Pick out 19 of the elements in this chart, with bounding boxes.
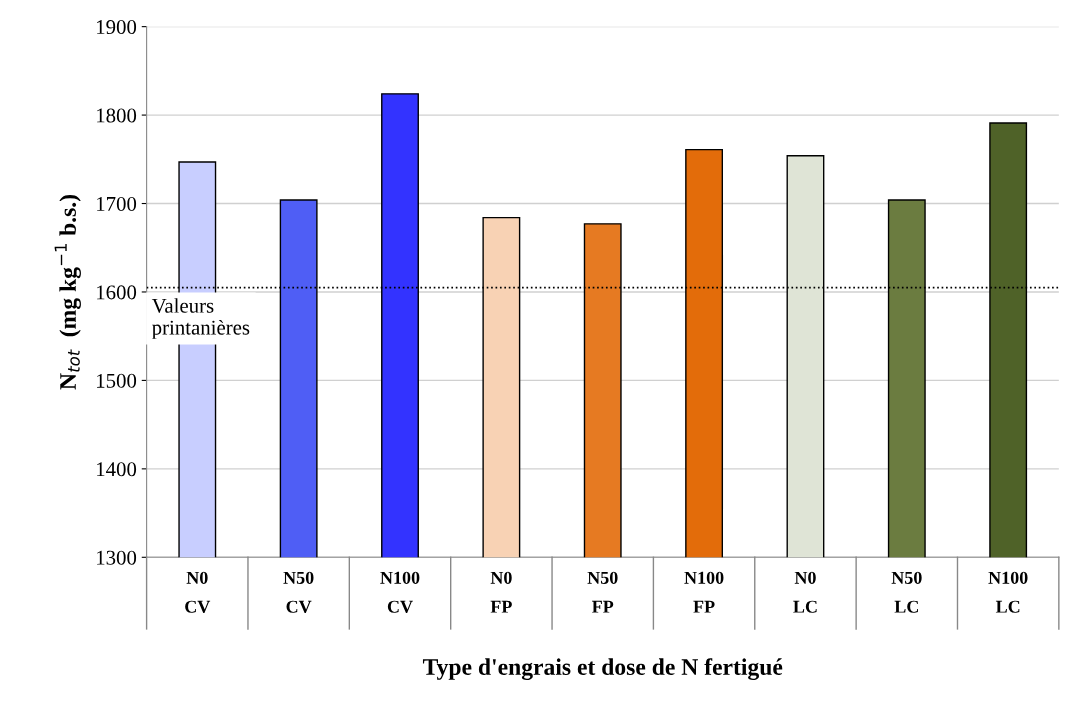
x-tick-label: N50 FP (587, 571, 618, 613)
x-tick-label: N100 FP (684, 571, 724, 613)
y-axis-title: N$_{tot}$ (mg kg$^{−1}$ b.s.) (54, 195, 81, 390)
x-axis-title: Type d'engrais et dose de N fertigué (422, 658, 783, 680)
x-tick-label: N0 LC (793, 571, 817, 613)
y-tick-label: 1500 (97, 373, 137, 388)
x-tick-label: N0 CV (185, 571, 211, 613)
x-tick-label: N0 FP (490, 571, 512, 613)
y-tick-label: 1600 (97, 285, 137, 300)
y-tick-label: 1300 (97, 550, 137, 565)
y-tick-label: 1800 (97, 108, 137, 123)
y-tick-label: 1400 (97, 462, 137, 477)
x-tick-label: N50 LC (891, 571, 922, 613)
x-tick-label: N100 LC (988, 571, 1028, 613)
x-tick-label: N100 CV (380, 571, 420, 613)
x-tick-label: N50 CV (283, 571, 314, 613)
y-tick-label: 1700 (97, 196, 137, 211)
y-tick-label: 1900 (97, 20, 137, 35)
ref-line-label: Valeurs printanières (151, 298, 250, 339)
